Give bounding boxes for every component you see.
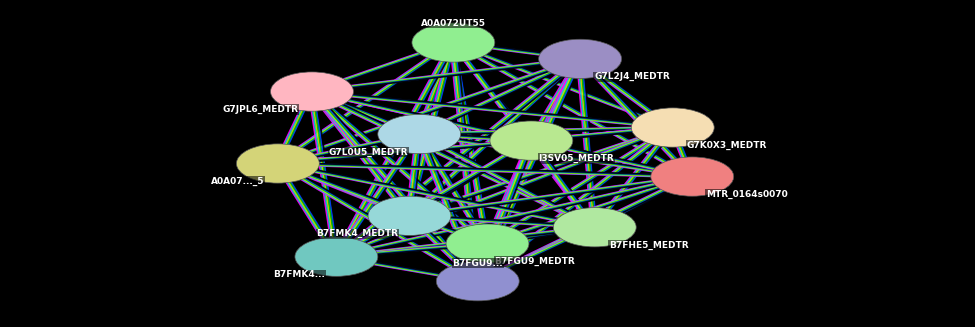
- Ellipse shape: [489, 121, 573, 160]
- Text: B7FHE5_MEDTR: B7FHE5_MEDTR: [608, 241, 688, 250]
- Text: B7FMK4...: B7FMK4...: [273, 270, 326, 279]
- Text: B7FGU9_MEDTR: B7FGU9_MEDTR: [494, 257, 575, 266]
- Ellipse shape: [378, 114, 460, 154]
- Ellipse shape: [236, 144, 320, 183]
- Text: I3SV05_MEDTR: I3SV05_MEDTR: [538, 154, 614, 163]
- Ellipse shape: [369, 196, 450, 235]
- Text: MTR_0164s0070: MTR_0164s0070: [706, 190, 788, 199]
- Text: A0A072UT55: A0A072UT55: [421, 19, 486, 27]
- Ellipse shape: [447, 224, 528, 263]
- Ellipse shape: [538, 39, 622, 78]
- Text: G7L2J4_MEDTR: G7L2J4_MEDTR: [594, 72, 670, 81]
- Ellipse shape: [294, 237, 378, 276]
- Ellipse shape: [554, 208, 636, 247]
- Text: G7K0X3_MEDTR: G7K0X3_MEDTR: [686, 141, 767, 150]
- Text: B7FMK4_MEDTR: B7FMK4_MEDTR: [317, 229, 399, 238]
- Ellipse shape: [271, 72, 353, 111]
- Text: B7FGU9...: B7FGU9...: [452, 259, 503, 268]
- Text: G7L0U5_MEDTR: G7L0U5_MEDTR: [329, 147, 409, 157]
- Ellipse shape: [651, 157, 733, 196]
- Text: A0A07..._5: A0A07..._5: [211, 177, 264, 186]
- Ellipse shape: [632, 108, 714, 147]
- Ellipse shape: [437, 262, 519, 301]
- Text: G7JPL6_MEDTR: G7JPL6_MEDTR: [222, 105, 298, 114]
- Ellipse shape: [411, 23, 494, 62]
